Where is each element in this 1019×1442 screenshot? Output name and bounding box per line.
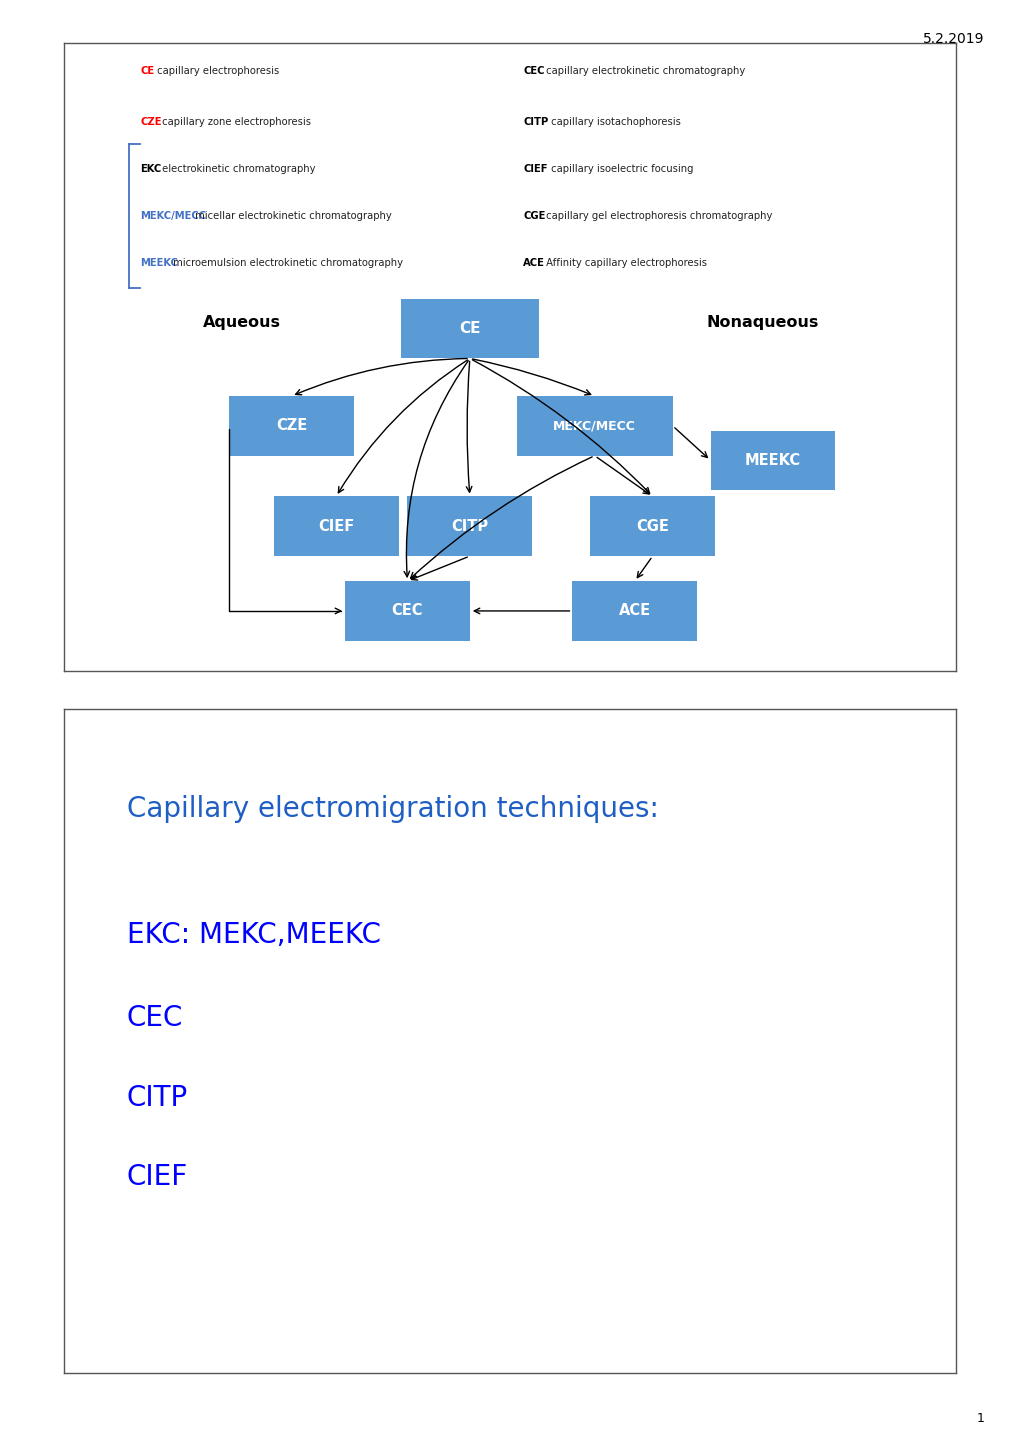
- Text: CITP: CITP: [523, 117, 548, 127]
- Text: CITP: CITP: [126, 1083, 187, 1112]
- Text: MEEKC: MEEKC: [744, 453, 800, 467]
- Text: ACE: ACE: [619, 603, 650, 619]
- Text: 1: 1: [975, 1412, 983, 1425]
- Text: CGE: CGE: [636, 519, 668, 534]
- Text: capillary gel electrophoresis chromatography: capillary gel electrophoresis chromatogr…: [542, 211, 771, 221]
- Text: capillary isoelectric focusing: capillary isoelectric focusing: [547, 164, 693, 173]
- Text: capillary electrophoresis: capillary electrophoresis: [154, 66, 279, 76]
- Text: MEEKC: MEEKC: [140, 258, 177, 268]
- Text: CEC: CEC: [391, 603, 423, 619]
- Text: CITP: CITP: [450, 519, 488, 534]
- FancyBboxPatch shape: [572, 581, 697, 640]
- Text: CEC: CEC: [523, 66, 544, 76]
- Text: MEKC/MECC: MEKC/MECC: [552, 420, 636, 433]
- Text: CIEF: CIEF: [126, 1164, 187, 1191]
- FancyBboxPatch shape: [590, 496, 714, 557]
- Text: electrokinetic chromatography: electrokinetic chromatography: [159, 164, 316, 173]
- Text: CZE: CZE: [140, 117, 161, 127]
- Text: EKC: MEKC,MEEKC: EKC: MEKC,MEEKC: [126, 921, 380, 949]
- Text: CZE: CZE: [276, 418, 307, 434]
- FancyBboxPatch shape: [229, 397, 354, 456]
- Text: CE: CE: [459, 322, 480, 336]
- Text: capillary electrokinetic chromatography: capillary electrokinetic chromatography: [542, 66, 744, 76]
- Text: 5.2.2019: 5.2.2019: [922, 32, 983, 46]
- FancyBboxPatch shape: [710, 431, 835, 490]
- Text: CEC: CEC: [126, 1004, 182, 1032]
- Text: Capillary electromigration techniques:: Capillary electromigration techniques:: [126, 795, 658, 823]
- FancyBboxPatch shape: [407, 496, 532, 557]
- Text: EKC: EKC: [140, 164, 161, 173]
- Text: micellar electrokinetic chromatography: micellar electrokinetic chromatography: [193, 211, 392, 221]
- FancyBboxPatch shape: [517, 397, 673, 456]
- Text: CIEF: CIEF: [318, 519, 354, 534]
- Text: capillary isotachophoresis: capillary isotachophoresis: [547, 117, 681, 127]
- Text: CGE: CGE: [523, 211, 545, 221]
- Text: microemulsion electrokinetic chromatography: microemulsion electrokinetic chromatogra…: [170, 258, 403, 268]
- FancyBboxPatch shape: [273, 496, 398, 557]
- Text: Nonaqueous: Nonaqueous: [705, 314, 817, 330]
- FancyBboxPatch shape: [400, 298, 538, 359]
- FancyBboxPatch shape: [344, 581, 470, 640]
- Text: CIEF: CIEF: [523, 164, 547, 173]
- Text: MEKC/MECC: MEKC/MECC: [140, 211, 206, 221]
- Text: Aqueous: Aqueous: [202, 314, 280, 330]
- Text: CE: CE: [140, 66, 154, 76]
- Text: Affinity capillary electrophoresis: Affinity capillary electrophoresis: [542, 258, 706, 268]
- Text: capillary zone electrophoresis: capillary zone electrophoresis: [159, 117, 311, 127]
- Text: ACE: ACE: [523, 258, 545, 268]
